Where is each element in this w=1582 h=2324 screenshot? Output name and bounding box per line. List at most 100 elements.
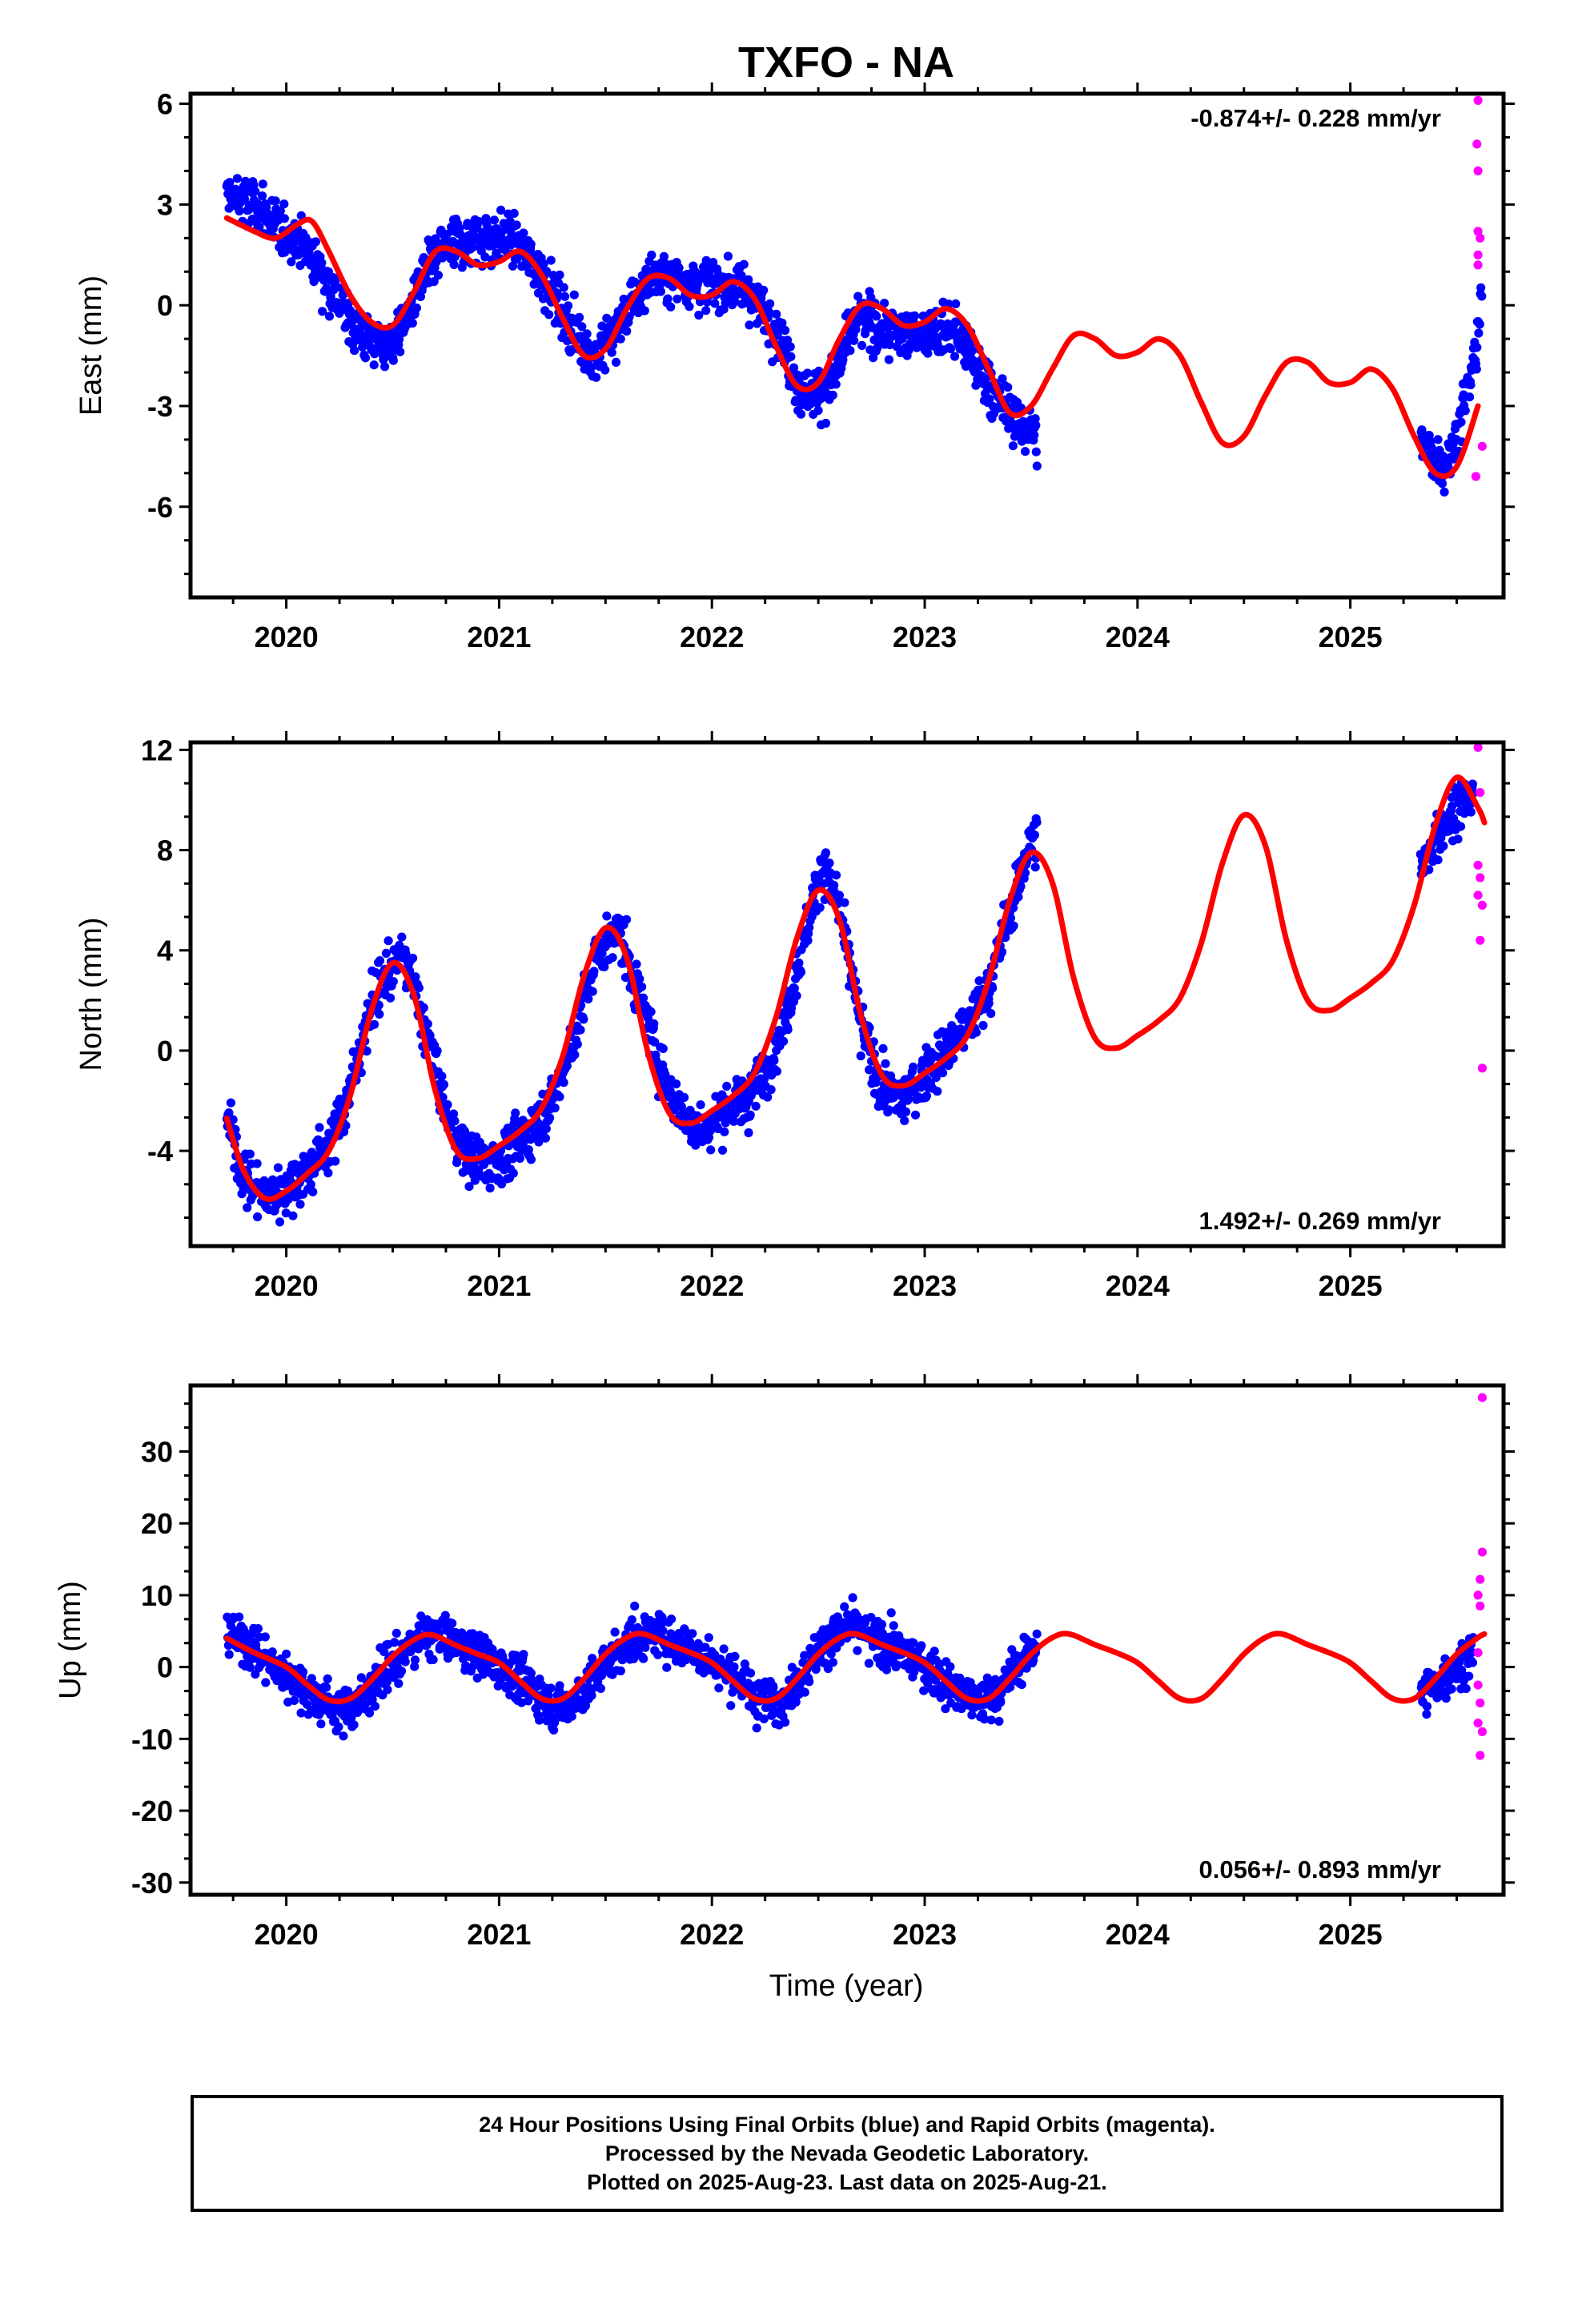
- north-final-point: [572, 1039, 582, 1049]
- north-final-point: [1468, 779, 1477, 789]
- east-final-point: [239, 194, 250, 203]
- north-final-point: [1030, 830, 1039, 840]
- north-y-axis-title: North (mm): [74, 917, 108, 1071]
- east-final-point: [765, 299, 775, 308]
- north-rapid-points: [1473, 742, 1487, 1073]
- east-final-point: [838, 355, 848, 364]
- north-final-point: [803, 935, 813, 945]
- north-final-point: [443, 1100, 452, 1110]
- north-plot-area: [222, 742, 1488, 1227]
- east-final-point: [1030, 430, 1039, 440]
- up-y-tick-label: 0: [157, 1651, 173, 1684]
- east-final-point: [1030, 414, 1040, 424]
- up-final-point: [394, 1679, 404, 1688]
- east-final-point: [909, 311, 920, 320]
- east-final-point: [258, 179, 267, 189]
- north-final-point: [769, 1055, 779, 1065]
- up-final-point: [714, 1683, 724, 1693]
- north-final-point: [900, 1116, 909, 1125]
- east-final-point: [611, 357, 621, 367]
- east-rapid-point: [1473, 250, 1483, 259]
- east-final-point: [789, 363, 799, 372]
- north-final-point: [362, 1046, 371, 1056]
- up-final-point: [800, 1687, 809, 1697]
- up-final-point: [282, 1649, 291, 1659]
- east-x-tick-label: 2021: [467, 621, 531, 653]
- north-final-point: [588, 987, 597, 996]
- east-final-point: [950, 352, 960, 361]
- east-final-point: [744, 275, 753, 284]
- north-final-point: [938, 1068, 948, 1078]
- up-final-point: [260, 1632, 270, 1642]
- north-rapid-point: [1473, 742, 1483, 752]
- north-final-point: [792, 991, 801, 1000]
- north-final-point: [829, 880, 839, 890]
- up-final-point: [253, 1624, 263, 1634]
- up-final-point: [349, 1720, 359, 1730]
- east-final-point: [961, 361, 971, 371]
- north-y-tick-label: 4: [157, 935, 173, 967]
- east-final-point: [225, 178, 235, 187]
- east-y-tick-label: -3: [147, 390, 173, 423]
- east-final-point: [287, 257, 296, 267]
- up-final-point: [567, 1711, 576, 1721]
- north-final-point: [1006, 913, 1015, 923]
- north-final-point: [840, 898, 849, 907]
- north-final-point: [370, 1019, 379, 1029]
- up-y-tick-label: -10: [131, 1723, 173, 1755]
- east-x-tick-label: 2023: [893, 621, 957, 653]
- east-final-point: [785, 342, 795, 352]
- north-final-point: [602, 911, 612, 921]
- up-final-point: [535, 1715, 544, 1725]
- up-x-tick-label: 2020: [255, 1918, 319, 1951]
- north-final-point: [388, 977, 398, 987]
- up-final-point: [729, 1662, 739, 1672]
- up-final-point: [627, 1615, 636, 1625]
- up-final-point: [853, 1646, 862, 1655]
- up-y-tick-label: 20: [141, 1507, 173, 1540]
- east-final-point: [463, 219, 472, 228]
- up-final-point: [289, 1695, 299, 1705]
- east-final-point: [1474, 328, 1484, 338]
- east-x-tick-label: 2020: [255, 621, 319, 653]
- east-x-tick-label: 2024: [1106, 621, 1170, 653]
- north-final-point: [608, 953, 617, 963]
- up-rapid-point: [1473, 1590, 1483, 1600]
- up-final-point: [610, 1627, 620, 1637]
- up-rapid-point: [1473, 1719, 1483, 1728]
- east-final-point: [923, 348, 933, 358]
- up-final-point: [410, 1662, 420, 1671]
- up-final-point: [1032, 1629, 1042, 1638]
- up-final-point: [864, 1659, 873, 1668]
- up-final-point: [848, 1593, 857, 1602]
- north-final-point: [988, 983, 998, 993]
- up-final-point: [526, 1668, 536, 1678]
- east-final-point: [723, 251, 733, 261]
- east-final-point: [884, 355, 893, 364]
- north-final-point: [779, 1036, 789, 1046]
- up-final-point: [364, 1708, 375, 1718]
- north-final-point: [986, 1009, 996, 1019]
- north-final-point: [1030, 862, 1040, 872]
- east-final-point: [539, 259, 548, 269]
- north-rapid-point: [1476, 873, 1485, 883]
- up-final-point: [356, 1673, 366, 1683]
- east-final-point: [232, 174, 242, 183]
- north-final-point: [559, 1078, 568, 1088]
- up-final-point: [699, 1668, 709, 1678]
- north-final-point: [632, 959, 641, 969]
- east-y-tick-label: 6: [157, 88, 173, 121]
- east-final-point: [251, 187, 260, 196]
- east-final-point: [851, 324, 861, 334]
- up-final-point: [996, 1697, 1006, 1707]
- east-final-point: [1466, 380, 1476, 390]
- north-final-point: [600, 962, 609, 971]
- north-final-point: [691, 1140, 701, 1150]
- north-final-point: [228, 1115, 238, 1124]
- up-final-point: [628, 1642, 638, 1652]
- east-final-point: [845, 346, 855, 356]
- east-final-point: [1460, 406, 1470, 416]
- east-final-point: [640, 306, 649, 316]
- up-final-point: [730, 1651, 740, 1661]
- north-final-point: [680, 1092, 689, 1102]
